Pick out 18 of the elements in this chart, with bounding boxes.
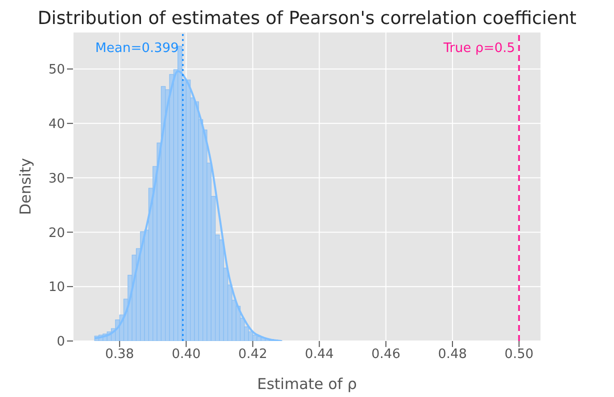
y-tick-label: 0 <box>56 334 65 350</box>
x-tick-label: 0.42 <box>238 347 268 362</box>
x-tick-label: 0.44 <box>304 347 334 362</box>
x-tick-label: 0.48 <box>438 347 467 362</box>
y-tick-label: 40 <box>48 117 65 132</box>
ref-line-label: True ρ=0.5 <box>442 41 516 56</box>
x-tick-label: 0.40 <box>172 347 201 362</box>
x-axis-title: Estimate of ρ <box>257 375 357 393</box>
x-tick-label: 0.50 <box>504 347 534 362</box>
y-tick-label: 30 <box>48 171 65 186</box>
y-axis-title: Density <box>16 158 34 216</box>
x-tick-label: 0.46 <box>371 347 400 362</box>
y-tick-label: 50 <box>48 62 65 78</box>
ref-line-label: Mean=0.399 <box>95 41 179 56</box>
y-tick-label: 20 <box>48 226 65 241</box>
x-tick-label: 0.38 <box>105 347 134 362</box>
y-tick-label: 10 <box>48 280 65 296</box>
chart-title: Distribution of estimates of Pearson's correlation coefficient <box>36 8 578 29</box>
